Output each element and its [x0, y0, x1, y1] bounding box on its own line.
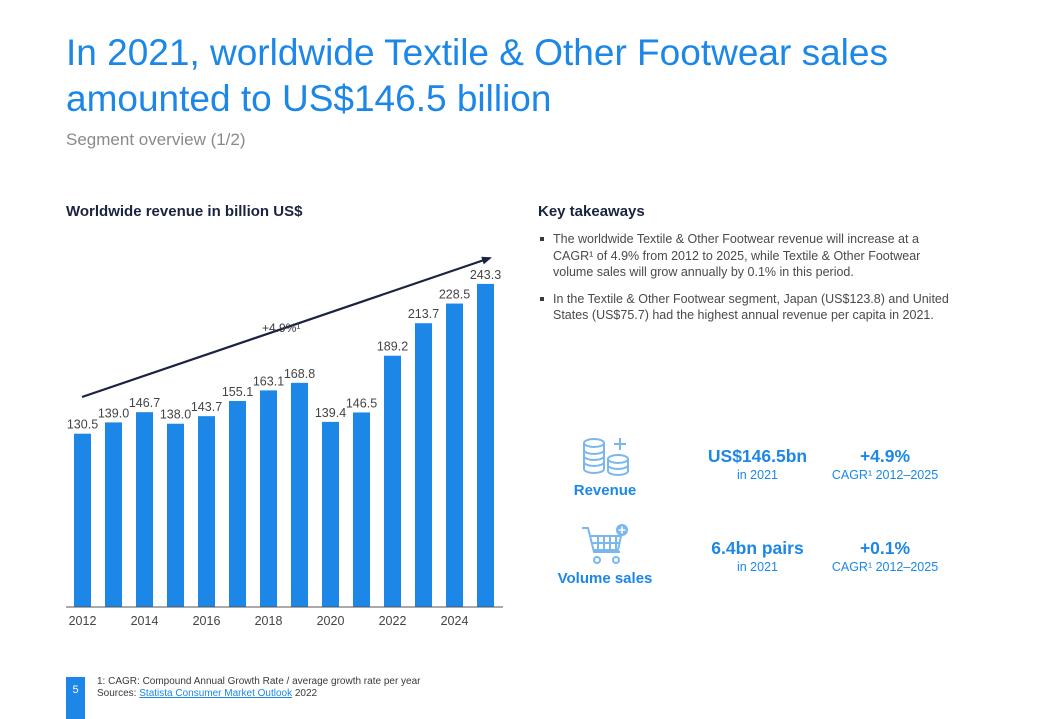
kpi-revenue-growth-sub: CAGR¹ 2012–2025 [831, 468, 939, 482]
value-label-2019: 168.8 [284, 367, 315, 381]
sources-link[interactable]: Statista Consumer Market Outlook [139, 688, 293, 699]
bar-2012 [74, 433, 91, 607]
value-label-2023: 213.7 [408, 307, 439, 321]
footnote-cagr: 1: CAGR: Compound Annual Growth Rate / a… [97, 676, 421, 687]
kpi-revenue-label: Revenue [573, 482, 637, 499]
bar-2016 [198, 416, 215, 607]
kpi-volume-value: 6.4bn pairs [711, 538, 804, 558]
key-takeaways-list: The worldwide Textile & Other Footwear r… [540, 231, 960, 334]
kpi-volume-value-sub: in 2021 [736, 560, 778, 574]
chart-title: Worldwide revenue in billion US$ [66, 203, 303, 220]
takeaway-item: In the Textile & Other Footwear segment,… [540, 291, 960, 324]
trend-arrow [81, 256, 492, 399]
bar-2013 [105, 422, 122, 607]
bar-2023 [415, 323, 432, 607]
sources-prefix: Sources: [97, 688, 140, 699]
bar-2021 [353, 412, 370, 607]
kpi-volume-label: Volume sales [557, 570, 653, 587]
bar-2024 [446, 303, 463, 607]
kpi-revenue-value-sub: in 2021 [736, 468, 778, 482]
coins-stack-icon [583, 438, 629, 477]
page-subtitle: Segment overview (1/2) [66, 130, 246, 149]
key-takeaways-title: Key takeaways [538, 203, 645, 220]
value-label-2022: 189.2 [377, 340, 408, 354]
x-tick-2012: 2012 [69, 614, 97, 628]
value-label-2021: 146.5 [346, 396, 377, 410]
bar-2020 [322, 421, 339, 607]
x-tick-2016: 2016 [193, 614, 221, 628]
value-label-2015: 138.0 [160, 408, 191, 422]
value-label-2020: 139.4 [315, 406, 346, 420]
x-tick-2024: 2024 [441, 614, 469, 628]
shopping-cart-icon [582, 524, 628, 564]
value-label-2016: 143.7 [191, 400, 222, 414]
footnote: 1: CAGR: Compound Annual Growth Rate / a… [97, 676, 421, 700]
value-label-2013: 139.0 [98, 406, 129, 420]
bar-2025 [477, 283, 494, 607]
bar-2015 [167, 423, 184, 607]
takeaway-item: The worldwide Textile & Other Footwear r… [540, 231, 960, 281]
page-title: In 2021, worldwide Textile & Other Footw… [66, 32, 888, 119]
bar-2018 [260, 390, 277, 607]
value-label-2017: 155.1 [222, 385, 253, 399]
x-tick-2020: 2020 [317, 614, 345, 628]
value-label-2025: 243.3 [470, 268, 501, 282]
footnote-sources: Sources: Statista Consumer Market Outloo… [97, 688, 421, 700]
value-label-2014: 146.7 [129, 396, 160, 410]
kpi-volume-growth: +0.1% [859, 538, 911, 558]
trend-annotation: +4.9%¹ [262, 321, 300, 335]
value-label-2012: 130.5 [67, 418, 98, 432]
x-tick-2014: 2014 [131, 614, 159, 628]
kpi-revenue-growth: +4.9% [859, 446, 911, 466]
page-number: 5 [66, 677, 85, 719]
bar-2017 [229, 401, 246, 607]
kpi-revenue-value: US$146.5bn [707, 446, 808, 466]
x-tick-2022: 2022 [379, 614, 407, 628]
value-label-2024: 228.5 [439, 288, 470, 302]
bar-2019 [291, 382, 308, 607]
kpi-volume-growth-sub: CAGR¹ 2012–2025 [831, 560, 939, 574]
x-tick-2018: 2018 [255, 614, 283, 628]
bar-2014 [136, 412, 153, 607]
value-label-2018: 163.1 [253, 374, 284, 388]
bar-2022 [384, 355, 401, 607]
sources-suffix: 2022 [292, 688, 318, 699]
